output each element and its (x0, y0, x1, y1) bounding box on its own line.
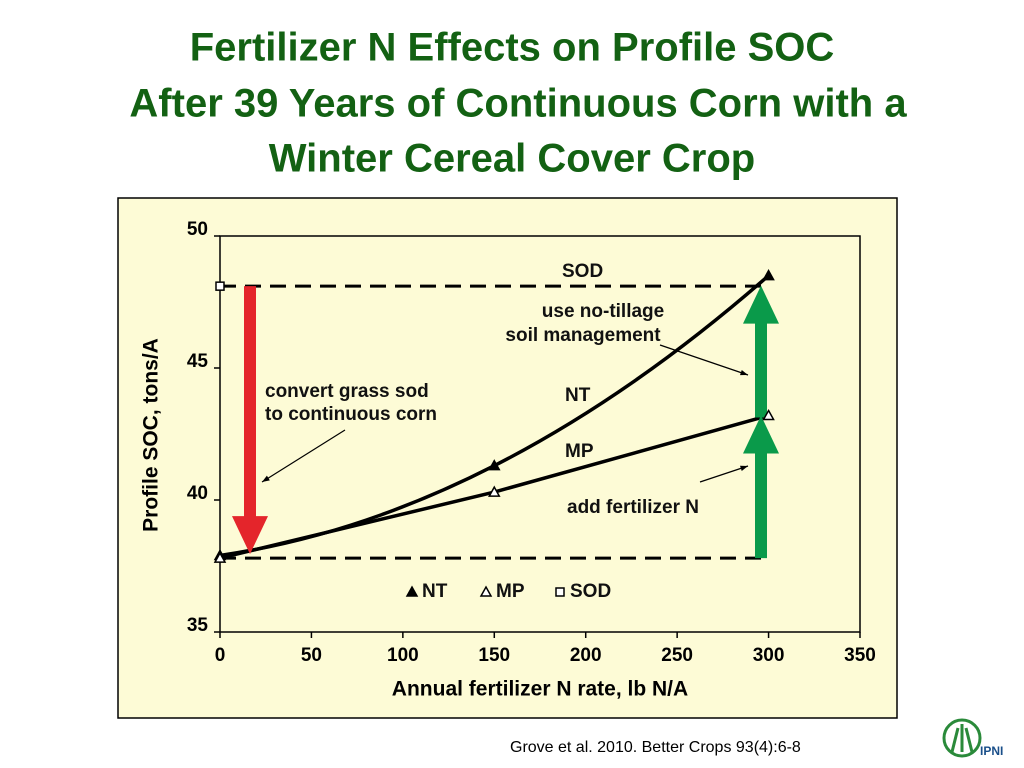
pointer-head (740, 369, 748, 376)
x-tick-label: 300 (753, 645, 785, 666)
point (213, 551, 227, 563)
x-tick-label: 0 (215, 645, 226, 666)
title-line: Winter Cereal Cover Crop (269, 137, 755, 181)
x-tick-label: 200 (570, 645, 602, 666)
annotation: soil management (505, 325, 661, 346)
green-arrow (743, 285, 779, 418)
point (488, 459, 501, 471)
legend-label: MP (496, 581, 525, 602)
logo-stems (950, 724, 974, 753)
annotation: to continuous corn (265, 404, 437, 425)
logo-text: IPNI (980, 744, 1003, 758)
y-tick-label: 50 (187, 219, 208, 240)
legend-label: NT (422, 581, 448, 602)
point (762, 269, 775, 281)
point (762, 408, 775, 421)
green-arrow (743, 415, 779, 559)
curve-label: MP (565, 441, 594, 462)
legend-marker (555, 587, 565, 597)
annotation: add fertilizer N (567, 497, 699, 518)
x-tick-label: 350 (844, 645, 876, 666)
y-tick-label: 35 (187, 615, 209, 636)
pointer (699, 465, 749, 483)
logo-ring (942, 718, 982, 758)
annotation: use no-tillage (542, 301, 664, 322)
plot-area (219, 235, 861, 633)
point (488, 485, 501, 497)
y-tick-label: 45 (187, 351, 209, 372)
pointer-head (262, 475, 270, 482)
x-tick-label: 150 (478, 645, 510, 666)
logo: IPNI (942, 718, 1003, 758)
legend-label: SOD (570, 581, 611, 602)
curve-label: SOD (562, 261, 603, 282)
legend-marker (479, 585, 493, 597)
pointer (659, 344, 749, 376)
y-tick-label: 40 (187, 483, 208, 504)
x-tick-label: 50 (301, 645, 322, 666)
x-axis-label: Annual fertilizer N rate, lb N/A (392, 678, 688, 701)
x-tick-label: 250 (661, 645, 693, 666)
x-tick-label: 100 (387, 645, 419, 666)
curve-label: NT (565, 385, 591, 406)
legend-marker (405, 585, 419, 597)
title-line: Fertilizer N Effects on Profile SOC (190, 26, 835, 70)
pointer-head (740, 465, 748, 471)
annotation: convert grass sod (265, 381, 429, 402)
pointer (261, 429, 346, 483)
red-arrow (232, 286, 268, 555)
title-line: After 39 Years of Continuous Corn with a (129, 82, 907, 126)
citation: Grove et al. 2010. Better Crops 93(4):6-… (510, 739, 801, 756)
y-axis-label: Profile SOC, tons/A (140, 338, 163, 532)
point (215, 281, 225, 291)
